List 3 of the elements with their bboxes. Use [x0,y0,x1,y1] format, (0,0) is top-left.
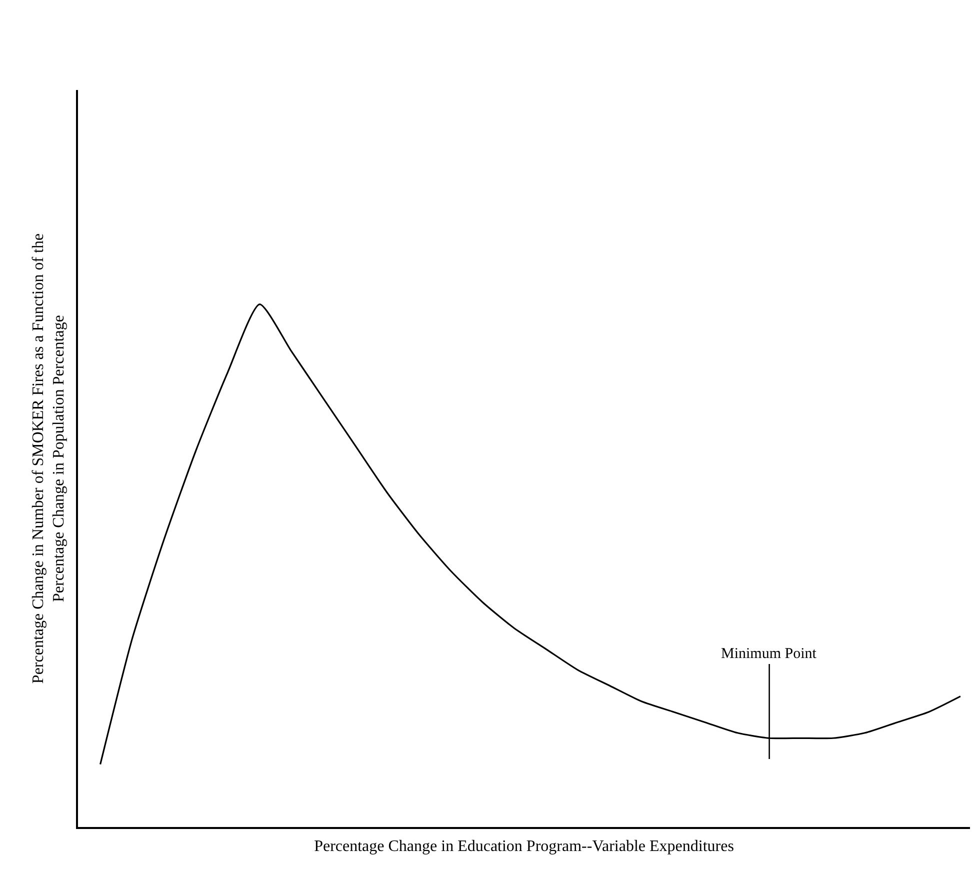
x-axis-title: Percentage Change in Education Program--Variable Expenditures [314,838,734,855]
annotation: Minimum Point [721,646,818,662]
y-axis-title: Percentage Change in Number of SMOKER Fires as a Function of the Percentage Change in Population Percentage [30,233,68,684]
